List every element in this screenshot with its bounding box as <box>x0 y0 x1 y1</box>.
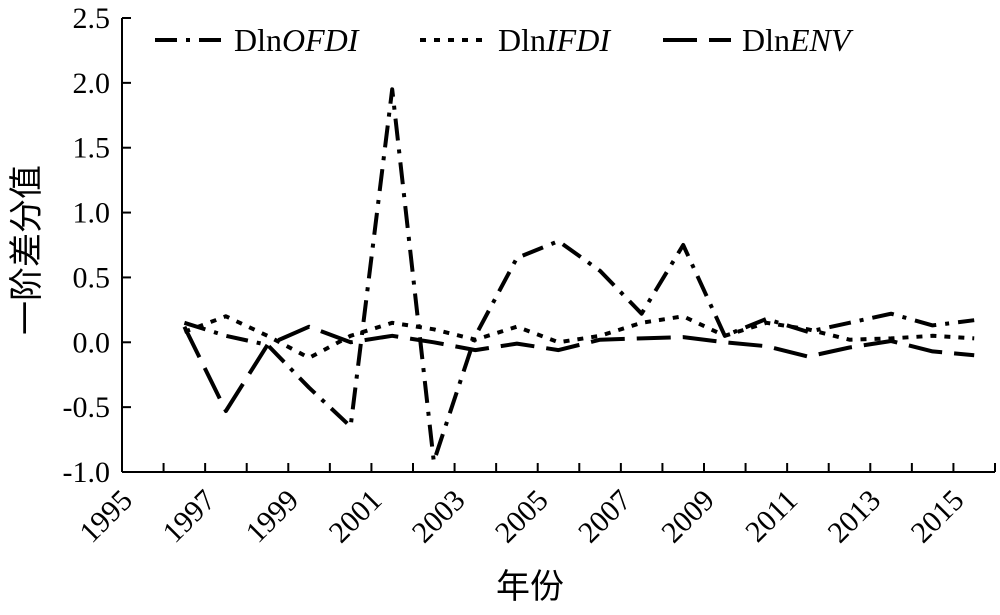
y-tick-label: 1.0 <box>73 197 111 230</box>
legend: DlnOFDI DlnIFDI DlnENV <box>155 22 854 58</box>
legend-label: DlnOFDI <box>234 22 360 58</box>
x-tick-label: 2011 <box>739 484 804 549</box>
y-axis-title: 一阶差分值 <box>8 165 46 335</box>
x-tick-label: 1999 <box>239 484 305 550</box>
series-line-dlnifdi <box>183 314 975 360</box>
y-tick-label: 2.0 <box>73 67 111 100</box>
y-tick-label: 2.5 <box>73 2 111 35</box>
series-line-dlnenv <box>182 324 975 413</box>
y-tick-label: -0.5 <box>63 391 111 424</box>
x-axis-title: 年份 <box>496 568 564 606</box>
y-tick-label: 1.5 <box>73 132 111 165</box>
y-tick-label: 0.5 <box>73 261 111 294</box>
x-tick-label: 1995 <box>73 484 139 550</box>
x-ticks: 1995 1997 1999 2001 2003 2005 2007 2009 2011 2013… <box>73 463 996 550</box>
x-tick-label: 1997 <box>156 484 222 550</box>
x-tick-label: 2009 <box>655 484 721 550</box>
axes <box>121 18 995 473</box>
x-tick-label: 2003 <box>406 484 472 550</box>
series-lines <box>182 87 975 464</box>
x-tick-label: 2007 <box>572 484 638 550</box>
x-tick-label: 2001 <box>323 484 389 550</box>
series-line-dlnofdi <box>183 87 975 464</box>
x-tick-label: 2013 <box>821 484 887 550</box>
y-tick-label: -1.0 <box>63 456 111 489</box>
legend-label: DlnIFDI <box>498 22 611 58</box>
y-ticks: 2.5 2.0 1.5 1.0 0.5 0.0 -0.5 -1.0 <box>63 2 131 489</box>
legend-label: DlnENV <box>742 22 854 58</box>
x-tick-label: 2015 <box>905 484 971 550</box>
x-tick-label: 2005 <box>489 484 555 550</box>
y-tick-label: 0.0 <box>73 326 111 359</box>
